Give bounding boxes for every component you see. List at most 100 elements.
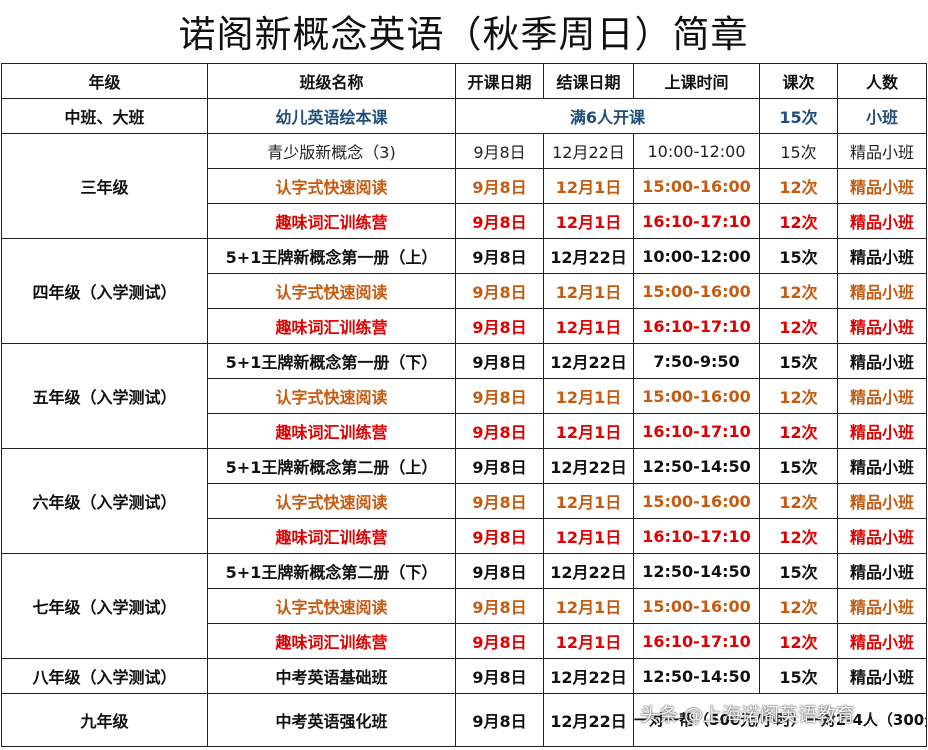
- class-time-cell: 7:50-9:50: [633, 343, 760, 379]
- table-row: 中班、大班 幼儿英语绘本课 满6人开课 15次 小班: [1, 98, 927, 134]
- table-row: 趣味词汇训练营 9月8日 12月1日 16:10-17:10 12次 精品小班: [2, 623, 927, 659]
- start-date-cell: 9月8日: [455, 588, 544, 624]
- class-name-cell: 5+1王牌新概念第二册（上）: [207, 448, 456, 484]
- start-date-cell: 9月8日: [455, 203, 544, 239]
- header-end-date: 结课日期: [543, 63, 634, 99]
- class-name-cell: 5+1王牌新概念第二册（下）: [207, 553, 456, 589]
- start-note-cell: 满6人开课: [455, 98, 760, 134]
- start-date-cell: 9月8日: [455, 553, 544, 589]
- header-sessions: 课次: [759, 63, 838, 99]
- start-date-cell: 9月8日: [455, 238, 544, 274]
- sessions-cell: 12次: [759, 588, 838, 624]
- start-date-cell: 9月8日: [455, 343, 544, 379]
- end-date-cell: 12月1日: [543, 588, 634, 624]
- grade-cell: 五年级（入学测试）: [1, 343, 208, 449]
- table-row: 四年级（入学测试） 5+1王牌新概念第一册（上） 9月8日 12月22日 10:…: [1, 238, 927, 344]
- table-row: 五年级（入学测试） 5+1王牌新概念第一册（下） 9月8日 12月22日 7:5…: [1, 343, 927, 449]
- start-date-cell: 9月8日: [455, 378, 544, 414]
- class-time-cell: 15:00-16:00: [633, 378, 760, 414]
- end-date-cell: 12月1日: [543, 483, 634, 519]
- sessions-cell: 12次: [759, 308, 838, 344]
- class-size-cell: 精品小班: [837, 133, 927, 169]
- class-time-cell: 15:00-16:00: [633, 483, 760, 519]
- header-grade: 年级: [1, 63, 208, 99]
- class-time-cell: 10:00-12:00: [633, 238, 760, 274]
- class-size-cell: 精品小班: [837, 518, 927, 554]
- sessions-cell: 12次: [759, 273, 838, 309]
- grade-cell: 三年级: [1, 133, 208, 239]
- end-date-cell: 12月22日: [543, 693, 634, 747]
- table-header-row: 年级 班级名称 开课日期 结课日期 上课时间 课次 人数: [1, 63, 927, 99]
- end-date-cell: 12月1日: [543, 413, 634, 449]
- sessions-cell: 15次: [759, 98, 838, 134]
- class-size-cell: 精品小班: [837, 238, 927, 274]
- page-title: 诺阁新概念英语（秋季周日）简章: [178, 13, 749, 56]
- start-date-cell: 9月8日: [455, 658, 544, 694]
- class-size-cell: 精品小班: [837, 658, 927, 694]
- class-size-cell: 精品小班: [837, 448, 927, 484]
- class-size-cell: 精品小班: [837, 168, 927, 204]
- start-date-cell: 9月8日: [455, 308, 544, 344]
- class-size-cell: 精品小班: [837, 553, 927, 589]
- sessions-cell: 12次: [759, 483, 838, 519]
- start-date-cell: 9月8日: [455, 413, 544, 449]
- table-row: 认字式快速阅读 9月8日 12月1日 15:00-16:00 12次 精品小班: [2, 168, 927, 204]
- table-row: 认字式快速阅读 9月8日 12月1日 15:00-16:00 12次 精品小班: [2, 273, 927, 309]
- table-row: 六年级（入学测试） 5+1王牌新概念第二册（上） 9月8日 12月22日 12:…: [1, 448, 927, 554]
- class-size-cell: 精品小班: [837, 343, 927, 379]
- grade-cell: 四年级（入学测试）: [1, 238, 208, 344]
- sessions-cell: 12次: [759, 378, 838, 414]
- sessions-cell: 15次: [759, 343, 838, 379]
- header-start-date: 开课日期: [455, 63, 544, 99]
- grade-cell: 九年级: [1, 693, 208, 747]
- start-date-cell: 9月8日: [455, 518, 544, 554]
- start-date-cell: 9月8日: [455, 168, 544, 204]
- header-class-name: 班级名称: [207, 63, 456, 99]
- sessions-cell: 15次: [759, 133, 838, 169]
- sessions-cell: 12次: [759, 623, 838, 659]
- class-name-cell: 认字式快速阅读: [207, 378, 456, 414]
- end-date-cell: 12月22日: [543, 343, 634, 379]
- class-size-cell: 精品小班: [837, 413, 927, 449]
- class-name-cell: 趣味词汇训练营: [207, 308, 456, 344]
- class-time-cell: 15:00-16:00: [633, 588, 760, 624]
- start-date-cell: 9月8日: [455, 448, 544, 484]
- sessions-cell: 12次: [759, 168, 838, 204]
- header-class-time: 上课时间: [633, 63, 760, 99]
- end-date-cell: 12月1日: [543, 378, 634, 414]
- start-date-cell: 9月8日: [455, 133, 544, 169]
- watermark: 头条 @上海诺阁英语教育: [640, 704, 856, 726]
- schedule-table: 年级 班级名称 开课日期 结课日期 上课时间 课次 人数 中班、大班 幼儿英语绘…: [1, 63, 927, 747]
- class-time-cell: 12:50-14:50: [633, 658, 760, 694]
- grade-cell: 八年级（入学测试）: [1, 658, 208, 694]
- sessions-cell: 12次: [759, 413, 838, 449]
- grade-cell: 七年级（入学测试）: [1, 553, 208, 659]
- class-time-cell: 16:10-17:10: [633, 623, 760, 659]
- end-date-cell: 12月1日: [543, 308, 634, 344]
- class-name-cell: 中考英语强化班: [207, 693, 456, 747]
- class-time-cell: 12:50-14:50: [633, 448, 760, 484]
- grade-cell: 中班、大班: [1, 98, 208, 134]
- class-name-cell: 趣味词汇训练营: [207, 518, 456, 554]
- start-date-cell: 9月8日: [455, 273, 544, 309]
- class-size-cell: 精品小班: [837, 308, 927, 344]
- end-date-cell: 12月1日: [543, 518, 634, 554]
- start-date-cell: 9月8日: [455, 483, 544, 519]
- end-date-cell: 12月1日: [543, 203, 634, 239]
- class-time-cell: 16:10-17:10: [633, 308, 760, 344]
- start-date-cell: 9月8日: [455, 693, 544, 747]
- header-class-size: 人数: [837, 63, 927, 99]
- table-row: 认字式快速阅读 9月8日 12月1日 15:00-16:00 12次 精品小班: [2, 378, 927, 414]
- class-name-cell: 幼儿英语绘本课: [207, 98, 456, 134]
- class-size-cell: 小班: [837, 98, 927, 134]
- end-date-cell: 12月1日: [543, 273, 634, 309]
- class-time-cell: 16:10-17:10: [633, 518, 760, 554]
- sessions-cell: 15次: [759, 448, 838, 484]
- class-time-cell: 16:10-17:10: [633, 203, 760, 239]
- class-name-cell: 认字式快速阅读: [207, 588, 456, 624]
- class-name-cell: 5+1王牌新概念第一册（下）: [207, 343, 456, 379]
- grade-cell: 六年级（入学测试）: [1, 448, 208, 554]
- class-size-cell: 精品小班: [837, 588, 927, 624]
- class-name-cell: 认字式快速阅读: [207, 483, 456, 519]
